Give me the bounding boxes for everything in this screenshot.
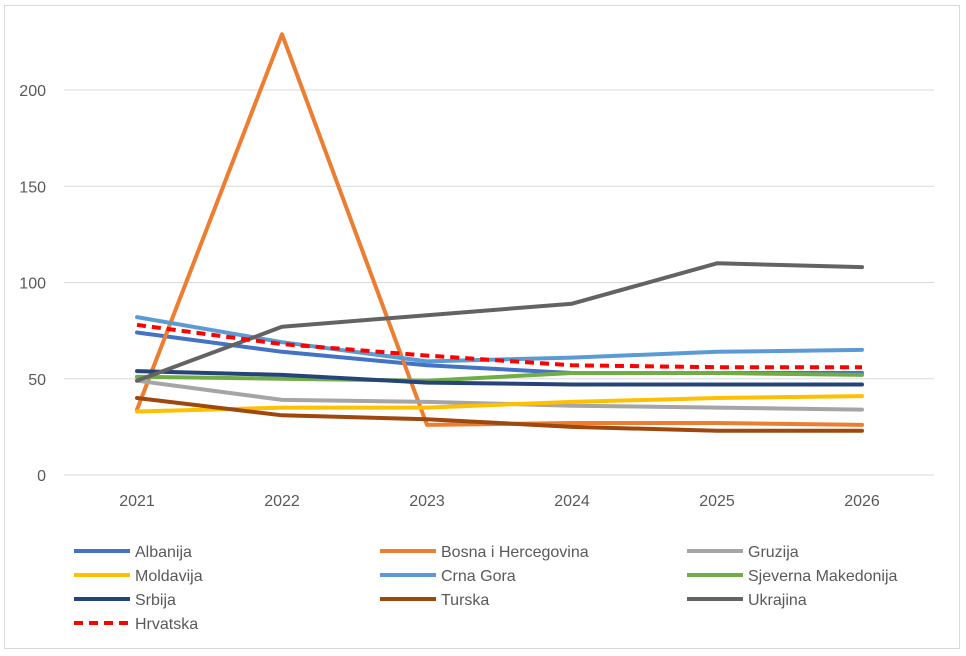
x-tick-label: 2024 (554, 493, 590, 510)
legend-label: Moldavija (135, 568, 203, 585)
gridlines (64, 89, 934, 476)
y-tick-label: 200 (19, 83, 46, 100)
series-line-turska (135, 396, 864, 433)
x-axis-tick-labels: 2021 2022 2023 2024 2025 2026 (119, 493, 880, 510)
series-line-ukrajina (135, 261, 864, 383)
x-tick-label: 2022 (264, 493, 300, 510)
legend-label: Ukrajina (748, 592, 807, 609)
series-lines (135, 32, 864, 433)
y-tick-label: 0 (37, 468, 46, 485)
x-tick-label: 2025 (699, 493, 735, 510)
y-tick-label: 100 (19, 276, 46, 293)
series-line-moldavija (135, 394, 864, 414)
legend-label: Turska (441, 592, 489, 609)
legend-label: Sjeverna Makedonija (748, 568, 898, 585)
y-tick-label: 150 (19, 179, 46, 196)
y-tick-label: 50 (28, 372, 46, 389)
series-line-srbija (135, 369, 864, 387)
x-tick-label: 2021 (119, 493, 155, 510)
legend-label: Bosna i Hercegovina (441, 544, 589, 561)
series-line-sjeverna-makedonija (135, 371, 864, 383)
legend: Albanija Bosna i Hercegovina Gruzija Moldav… (74, 544, 898, 633)
y-axis-tick-labels: 0 50 100 150 200 (19, 83, 46, 485)
legend-label: Hrvatska (135, 616, 198, 633)
x-tick-label: 2023 (409, 493, 445, 510)
legend-label: Srbija (135, 592, 176, 609)
legend-label: Albanija (135, 544, 192, 561)
series-line-hrvatska (136, 322, 862, 370)
x-tick-label: 2026 (844, 493, 880, 510)
legend-label: Crna Gora (441, 568, 516, 585)
chart-frame (4, 5, 960, 649)
legend-label: Gruzija (748, 544, 799, 561)
